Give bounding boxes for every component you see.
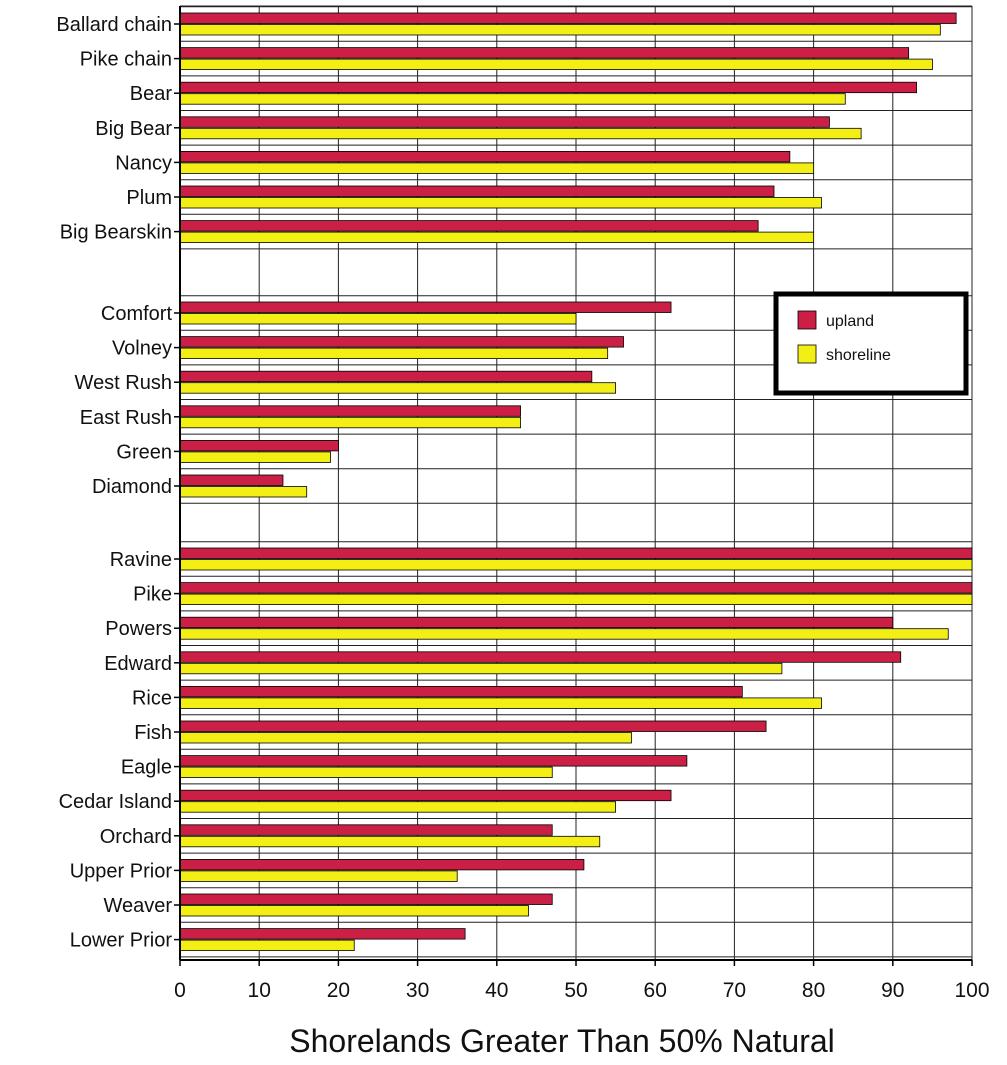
bar-shoreline	[179, 58, 933, 70]
bar-upland	[179, 789, 672, 802]
bar-shoreline	[179, 313, 577, 325]
bar-shoreline	[179, 593, 973, 605]
bar-upland	[179, 755, 688, 767]
bar-shoreline	[179, 93, 846, 105]
bar-upland	[179, 370, 593, 383]
category-label: Weaver	[103, 895, 172, 917]
category-label: Fish	[134, 722, 172, 744]
bar-upland	[179, 616, 894, 629]
bar-upland	[179, 651, 902, 663]
bar-upland	[179, 686, 743, 698]
category-label: Upper Prior	[70, 860, 173, 882]
category-label: East Rush	[80, 407, 172, 429]
category-label: Big Bear	[95, 118, 172, 140]
category-label: Powers	[105, 618, 172, 640]
bar-shoreline	[179, 451, 331, 463]
bar-shoreline	[179, 486, 308, 498]
x-tick-label: 90	[881, 979, 904, 1002]
bar-shoreline	[179, 870, 458, 882]
category-label: Ballard chain	[56, 14, 172, 36]
bar-shoreline	[179, 231, 814, 244]
legend-label-upland: upland	[826, 313, 874, 330]
x-tick-label: 60	[644, 979, 667, 1002]
bar-shoreline	[179, 347, 609, 360]
x-axis-label: Shorelands Greater Than 50% Natural	[289, 1023, 835, 1059]
bar-upland	[179, 336, 624, 348]
category-label: Cedar Island	[59, 791, 172, 813]
bar-shoreline	[179, 697, 822, 709]
x-tick-label: 70	[723, 979, 746, 1002]
category-label: Rice	[132, 687, 172, 709]
bar-shoreline	[179, 905, 529, 917]
bar-shoreline	[179, 628, 949, 640]
x-tick-label: 40	[485, 979, 508, 1002]
bar-shoreline	[179, 835, 601, 848]
x-tick-label: 20	[327, 979, 350, 1002]
x-tick-label: 100	[954, 979, 989, 1002]
bar-upland	[179, 824, 553, 836]
category-label: Edward	[104, 653, 172, 675]
legend-swatch-upland	[797, 310, 817, 330]
axes	[174, 6, 973, 966]
bar-shoreline	[179, 24, 941, 36]
bar-shoreline	[179, 416, 521, 429]
bar-upland	[179, 47, 910, 59]
category-label: Nancy	[115, 152, 172, 174]
x-tick-label: 80	[802, 979, 825, 1002]
x-tick-label: 30	[406, 979, 429, 1002]
x-tick-label: 50	[564, 979, 587, 1002]
bar-upland	[179, 928, 466, 940]
category-label: Lower Prior	[70, 930, 173, 952]
bar-shoreline	[179, 127, 862, 140]
bar-upland	[179, 116, 830, 128]
category-label: Orchard	[100, 826, 172, 848]
category-label: Ravine	[110, 549, 172, 571]
bar-upland	[179, 81, 917, 94]
legend-swatch-shoreline	[797, 344, 817, 364]
category-label: Green	[116, 441, 172, 463]
category-label: West Rush	[75, 372, 172, 394]
bar-shoreline	[179, 162, 814, 174]
bar-upland	[179, 405, 521, 417]
grid	[179, 5, 973, 960]
bar-upland	[179, 220, 759, 232]
bar-shoreline	[179, 939, 355, 951]
category-label: Diamond	[92, 476, 172, 498]
category-labels: Ballard chain Pike chain Bear Big Bear Nancy…	[56, 14, 172, 952]
bar-upland	[179, 720, 767, 732]
bar-upland	[179, 547, 973, 559]
bar-shoreline	[179, 766, 553, 778]
legend-box	[773, 291, 969, 396]
category-label: Pike chain	[80, 49, 172, 71]
category-label: Eagle	[121, 757, 172, 779]
category-label: Bear	[130, 83, 173, 105]
bar-upland	[179, 301, 672, 313]
category-label: Big Bearskin	[60, 222, 172, 244]
category-label: Comfort	[101, 303, 173, 325]
x-tick-label: 0	[174, 979, 186, 1002]
bar-upland	[179, 474, 284, 486]
bar-upland	[179, 12, 957, 24]
bar-upland	[179, 185, 775, 197]
category-label: Plum	[126, 187, 172, 209]
legend: upland shoreline	[773, 291, 969, 396]
bar-shoreline	[179, 801, 617, 813]
x-tick-label: 10	[248, 979, 271, 1002]
bar-upland	[179, 893, 553, 905]
bar-shoreline	[179, 382, 617, 394]
bar-upland	[179, 150, 791, 163]
bar-shoreline	[179, 559, 973, 571]
bars	[179, 12, 973, 951]
category-label: Volney	[112, 338, 172, 360]
bar-upland	[179, 859, 585, 871]
x-tick-labels: 0 10 20 30 40 50 60 70 80 90 100	[174, 979, 989, 1002]
bar-upland	[179, 439, 339, 452]
legend-label-shoreline: shoreline	[826, 347, 891, 364]
bar-shoreline	[179, 197, 822, 209]
bar-shoreline	[179, 662, 783, 675]
category-label: Pike	[133, 584, 172, 606]
bar-shoreline	[179, 732, 632, 744]
bar-upland	[179, 582, 973, 594]
